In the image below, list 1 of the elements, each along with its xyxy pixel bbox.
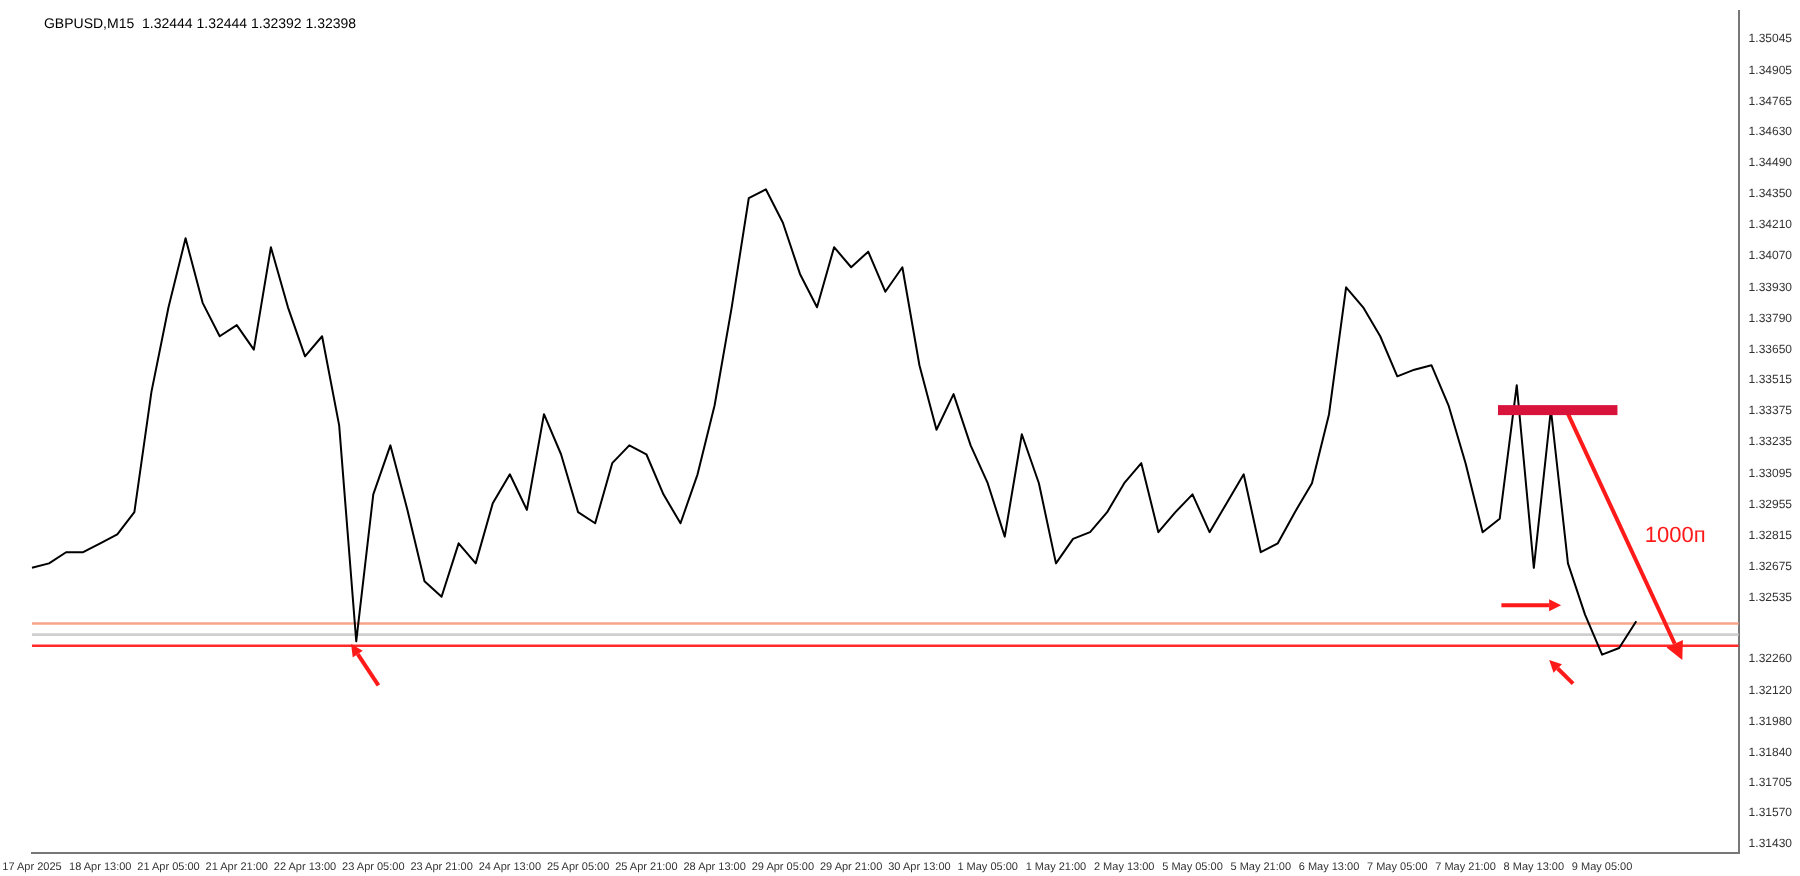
annotation: 1000п	[1644, 524, 1706, 549]
